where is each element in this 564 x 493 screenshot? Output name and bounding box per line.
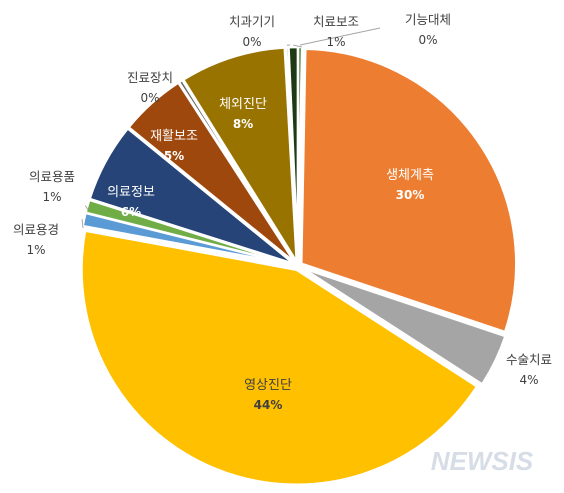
slice-category-label: 진료장치 <box>127 70 173 85</box>
slice-category-label: 기능대체 <box>405 12 451 27</box>
slice-percent-label: 1% <box>26 243 45 257</box>
leader-line-12 <box>293 44 303 48</box>
slice-category-label: 재활보조 <box>150 129 198 144</box>
pie-slice-10 <box>181 46 299 263</box>
slice-category-label: 의료용경 <box>13 222 59 237</box>
slice-category-label: 치과기기 <box>229 14 275 29</box>
slice-percent-label: 8% <box>233 117 253 131</box>
slice-category-label: 생체계측 <box>386 168 434 183</box>
slice-category-label: 치료보조 <box>313 14 359 29</box>
pie-slices <box>80 45 518 486</box>
slice-percent-label: 5% <box>164 149 184 163</box>
pie-slice-12 <box>287 45 300 263</box>
slice-percent-label: 30% <box>396 188 425 202</box>
leader-line-1 <box>299 27 381 46</box>
slice-percent-label: 1% <box>42 190 61 204</box>
watermark-text: NEWSIS <box>431 446 534 476</box>
slice-category-label: 체외진단 <box>219 97 267 112</box>
slice-percent-label: 0% <box>140 91 159 105</box>
slice-percent-label: 6% <box>121 205 141 219</box>
slice-category-label: 의료정보 <box>107 185 155 200</box>
slice-percent-label: 1% <box>326 35 345 49</box>
pie-slice-2 <box>300 47 518 334</box>
pie-slice-4 <box>80 229 479 486</box>
pie-slice-7 <box>88 126 296 266</box>
slice-percent-label: 0% <box>418 33 437 47</box>
slice-percent-label: 0% <box>242 35 261 49</box>
slice-labels: 기능대체 0% 생체계측 30% 수술치료 4% 영상진단 44% 의료용경 1% 의료용품 1% 의료… <box>13 12 552 412</box>
leader-line-5 <box>81 218 84 229</box>
slice-category-label: 영상진단 <box>244 378 292 393</box>
pie-slice-3 <box>300 266 508 387</box>
slice-category-label: 의료용품 <box>29 169 75 184</box>
leader-line-6 <box>84 205 89 211</box>
leader-lines <box>81 27 381 229</box>
slice-percent-label: 44% <box>254 398 283 412</box>
slice-percent-label: 4% <box>519 373 538 387</box>
slice-category-label: 수술치료 <box>506 352 552 367</box>
